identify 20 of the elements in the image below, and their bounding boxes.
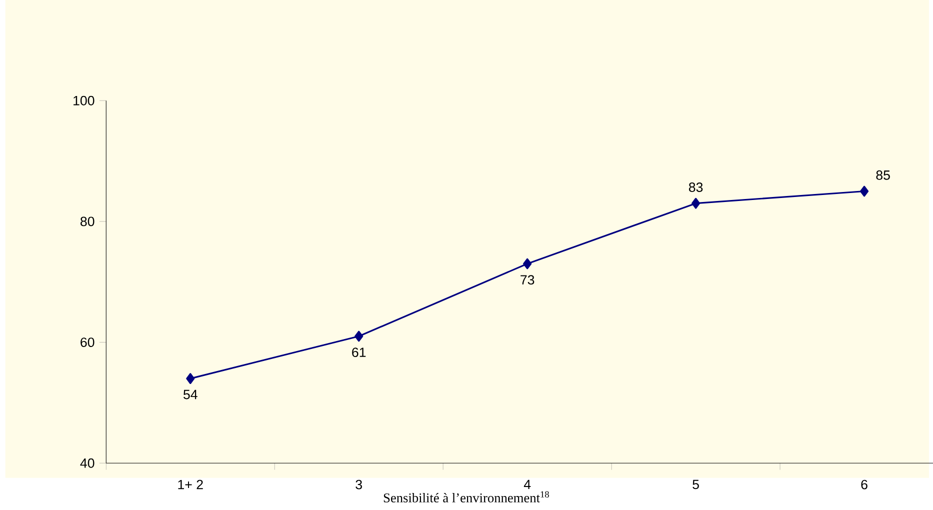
point <box>354 330 364 342</box>
data-label: 83 <box>688 182 703 192</box>
x-tick-label: 6 <box>861 480 868 490</box>
point <box>523 258 532 270</box>
x-tick-label: 1+ 2 <box>178 480 203 490</box>
y-tick-label: 40 <box>80 458 94 468</box>
data-label: 54 <box>184 390 198 400</box>
x-tick-label: 3 <box>356 480 362 490</box>
point <box>186 373 195 384</box>
data-label: 73 <box>520 275 534 285</box>
point <box>692 198 700 209</box>
y-tick-label: 80 <box>80 216 94 226</box>
x-axis-title: Sensibilité à l’environnement$^{18}$ <box>384 491 549 502</box>
x-tick-label: 5 <box>692 480 699 490</box>
x-tick-label: 4 <box>524 480 531 490</box>
y-tick-label: 100 <box>74 96 94 106</box>
data-label: 85 <box>876 170 890 180</box>
point <box>860 186 869 197</box>
data-label: 61 <box>352 348 366 358</box>
y-tick-label: 60 <box>80 338 94 348</box>
